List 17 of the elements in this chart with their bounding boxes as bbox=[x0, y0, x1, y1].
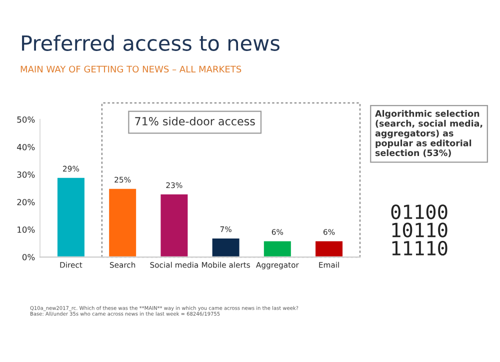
y-tick-label: 10% bbox=[18, 226, 35, 233]
text: 01100 10110 11110 bbox=[391, 204, 448, 256]
chart-subtitle: MAIN WAY OF GETTING TO NEWS – ALL MARKETS bbox=[20, 66, 242, 73]
bar bbox=[314, 240, 344, 258]
y-tick-label: 20% bbox=[17, 198, 35, 206]
bar bbox=[159, 193, 190, 258]
y-tick-label: 30% bbox=[17, 171, 35, 178]
annotation: 71% side-door access bbox=[135, 116, 255, 126]
text: Algorithmic selection (search, social media, aggregators) as popular as editorial selection (53%) bbox=[375, 110, 482, 158]
bar bbox=[56, 176, 86, 258]
bar bbox=[262, 240, 292, 258]
y-tick-label: 50% bbox=[17, 116, 35, 123]
y-tick-label: 0% bbox=[22, 254, 35, 260]
bar bbox=[108, 188, 138, 258]
chart-title: Preferred access to news bbox=[22, 34, 280, 51]
y-tick-label: 40% bbox=[17, 144, 35, 150]
bar bbox=[210, 237, 241, 258]
